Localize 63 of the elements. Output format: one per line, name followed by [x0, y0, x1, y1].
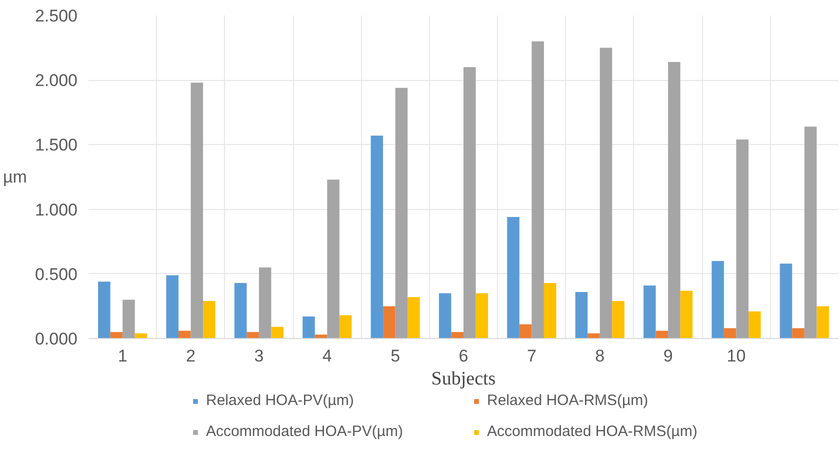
bar: [600, 48, 612, 338]
bar: [203, 301, 216, 338]
y-axis-title: µm: [3, 168, 27, 186]
bar: [748, 311, 761, 338]
bar: [532, 41, 544, 338]
bar: [656, 330, 668, 338]
y-tick-label: 2.500: [34, 6, 78, 26]
bar: [724, 328, 736, 338]
y-tick-label: 0.500: [34, 264, 78, 284]
x-tick-label: 9: [663, 346, 673, 366]
x-tick-label: 2: [186, 346, 196, 366]
bar: [519, 324, 532, 338]
bar: [451, 332, 464, 338]
x-axis-title: Subjects: [431, 368, 496, 390]
bar: [612, 301, 624, 338]
bar: [271, 326, 284, 338]
bar: [575, 292, 588, 338]
x-tick-label: 1: [118, 346, 128, 366]
bar: [792, 328, 804, 338]
bar: [712, 260, 724, 338]
bar: [246, 332, 259, 338]
bar: [122, 300, 135, 338]
legend-label: Accommodated HOA-PV(µm): [206, 423, 404, 440]
bar: [370, 136, 384, 338]
bar: [464, 67, 476, 338]
bar: [258, 267, 272, 338]
bar: [98, 282, 110, 338]
x-tick-label: 7: [526, 346, 536, 366]
bar: [395, 88, 408, 338]
bar: [804, 126, 817, 338]
bar: [816, 306, 829, 338]
legend-label: Relaxed HOA-PV(µm): [206, 392, 355, 409]
bar: [438, 293, 452, 338]
bar: [166, 275, 178, 338]
bar: [507, 217, 520, 338]
bar: [544, 282, 556, 338]
bar: [644, 286, 656, 338]
y-tick-label: 2.000: [34, 71, 78, 90]
x-tick-label: 6: [458, 346, 468, 366]
bar: [110, 332, 123, 338]
y-tick-label: 1.500: [34, 136, 78, 155]
x-tick-label: 4: [322, 346, 332, 366]
bar: [327, 180, 340, 338]
bar: [178, 330, 191, 338]
legend-label: Accommodated HOA-RMS(µm): [487, 423, 698, 440]
bar: [736, 140, 748, 338]
bar: [668, 62, 680, 338]
bar: [680, 290, 693, 338]
legend-label: Relaxed HOA-RMS(µm): [487, 392, 650, 409]
x-tick-label: 10: [726, 346, 746, 366]
y-tick-label: 0.000: [34, 330, 78, 348]
x-tick-label: 5: [390, 346, 400, 366]
bar: [383, 306, 396, 338]
bar: [190, 82, 204, 338]
x-tick-label: 8: [595, 346, 605, 366]
x-tick-label: 3: [254, 346, 264, 366]
bar: [339, 315, 352, 338]
bar: [476, 293, 488, 338]
y-tick-label: 1.000: [34, 200, 78, 220]
bar: [234, 282, 247, 338]
bar: [302, 316, 315, 338]
bar: [408, 297, 420, 338]
bar: [780, 264, 792, 338]
